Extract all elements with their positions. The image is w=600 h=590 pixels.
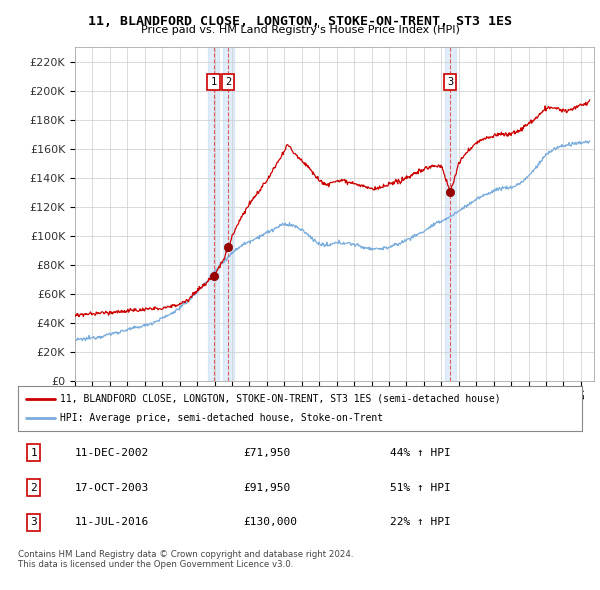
Text: 44% ↑ HPI: 44% ↑ HPI bbox=[390, 448, 451, 458]
Text: 11-DEC-2002: 11-DEC-2002 bbox=[74, 448, 149, 458]
Text: £130,000: £130,000 bbox=[244, 517, 298, 527]
Text: 2: 2 bbox=[225, 77, 232, 87]
Text: 11-JUL-2016: 11-JUL-2016 bbox=[74, 517, 149, 527]
Text: £71,950: £71,950 bbox=[244, 448, 291, 458]
Text: 3: 3 bbox=[447, 77, 454, 87]
Bar bbox=[208, 47, 219, 381]
Text: £91,950: £91,950 bbox=[244, 483, 291, 493]
Text: Contains HM Land Registry data © Crown copyright and database right 2024.
This d: Contains HM Land Registry data © Crown c… bbox=[18, 550, 353, 569]
Text: 11, BLANDFORD CLOSE, LONGTON, STOKE-ON-TRENT, ST3 1ES: 11, BLANDFORD CLOSE, LONGTON, STOKE-ON-T… bbox=[88, 15, 512, 28]
Text: 2: 2 bbox=[31, 483, 37, 493]
Text: Price paid vs. HM Land Registry's House Price Index (HPI): Price paid vs. HM Land Registry's House … bbox=[140, 25, 460, 35]
Text: 11, BLANDFORD CLOSE, LONGTON, STOKE-ON-TRENT, ST3 1ES (semi-detached house): 11, BLANDFORD CLOSE, LONGTON, STOKE-ON-T… bbox=[60, 394, 501, 404]
Text: HPI: Average price, semi-detached house, Stoke-on-Trent: HPI: Average price, semi-detached house,… bbox=[60, 414, 383, 423]
Bar bbox=[445, 47, 455, 381]
Text: 1: 1 bbox=[211, 77, 217, 87]
Text: 1: 1 bbox=[31, 448, 37, 458]
Text: 22% ↑ HPI: 22% ↑ HPI bbox=[390, 517, 451, 527]
Bar bbox=[223, 47, 233, 381]
Text: 3: 3 bbox=[31, 517, 37, 527]
Text: 51% ↑ HPI: 51% ↑ HPI bbox=[390, 483, 451, 493]
Text: 17-OCT-2003: 17-OCT-2003 bbox=[74, 483, 149, 493]
